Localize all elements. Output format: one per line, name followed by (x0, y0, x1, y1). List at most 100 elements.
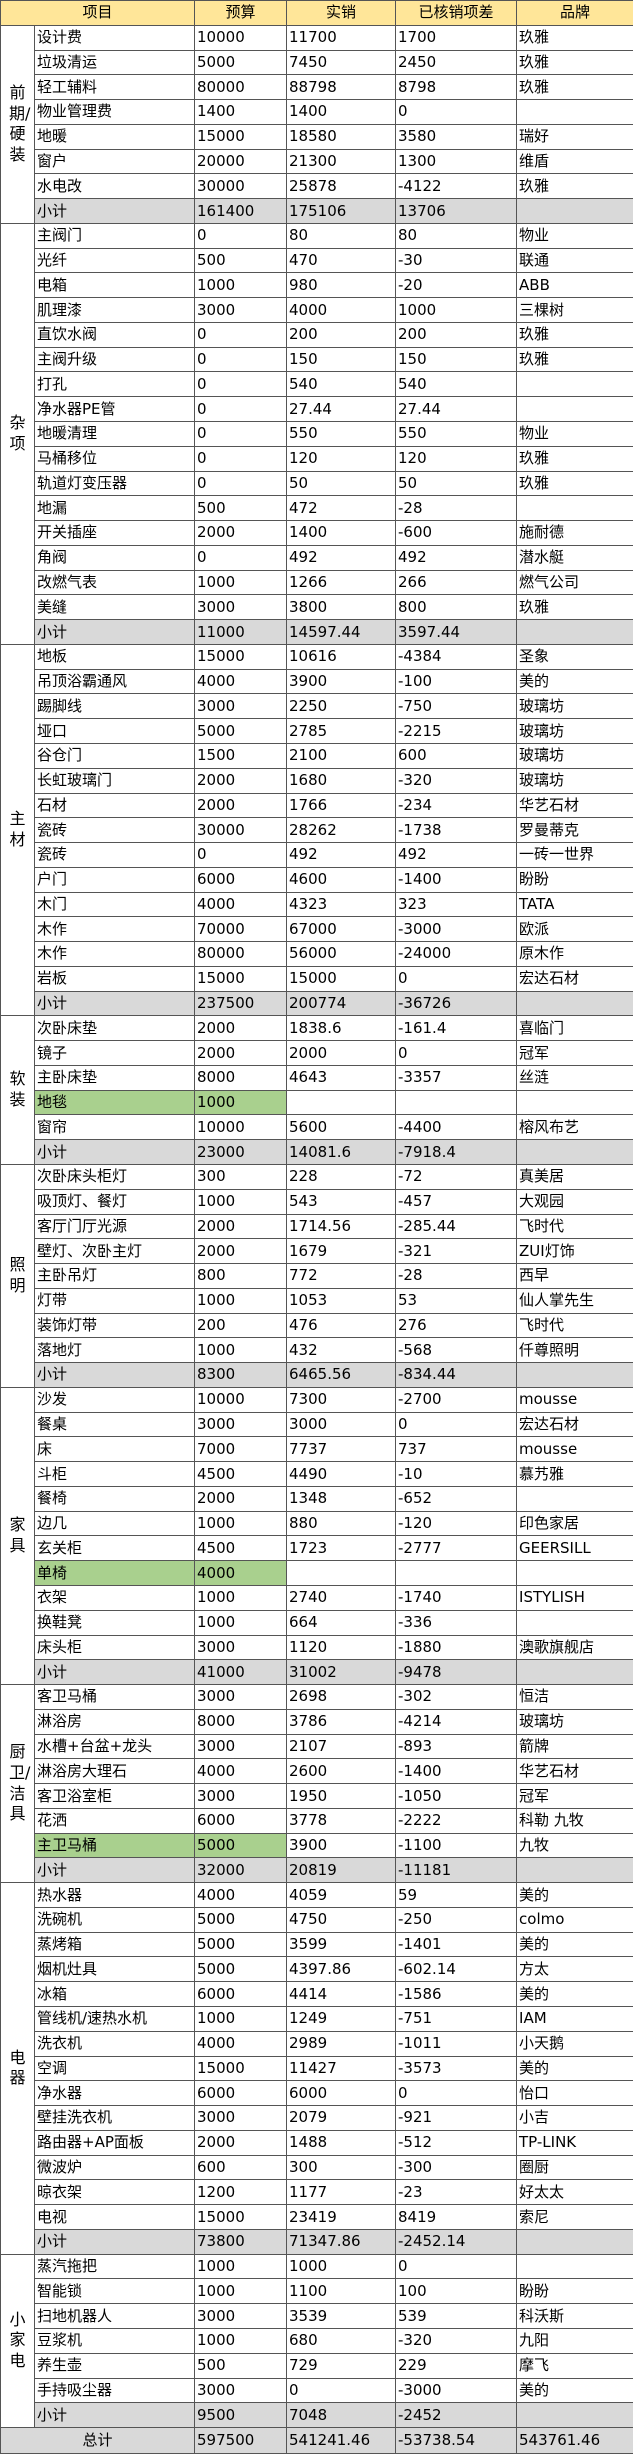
header-cell: 实销 (286, 0, 397, 26)
item-cell: 3000 (194, 1783, 288, 1809)
item-cell: -602.14 (395, 1956, 518, 1983)
item-name: 垭口 (33, 718, 196, 744)
subtotal-cell: -2452.14 (395, 2228, 518, 2255)
item-cell: -751 (395, 2006, 518, 2032)
item-row: 主卫马桶 5000 3900 -1100 九牧 (1, 1832, 633, 1859)
total-cell: 597500 (194, 2427, 288, 2454)
item-cell: 2100 (286, 742, 397, 769)
item-cell: 仙人掌先生 (516, 1287, 633, 1314)
item-cell: 6000 (194, 1981, 288, 2008)
item-row: 马桶移位 0 120 120 玖雅 (1, 445, 633, 472)
item-cell: 华艺石材 (516, 792, 633, 819)
empty-cell (286, 1560, 397, 1586)
item-row: 手持吸尘器 3000 0 -3000 美的 (1, 2377, 633, 2404)
total-cell: 541241.46 (286, 2427, 397, 2454)
item-cell: 4500 (194, 1461, 288, 1487)
item-name: 地毯 (33, 1089, 196, 1116)
item-cell: 5000 (194, 718, 288, 744)
item-row: 电器 热水器 4000 4059 59 美的 (0, 1882, 633, 2255)
item-cell: 200 (194, 1312, 288, 1339)
item-row: 踢脚线 3000 2250 -750 玻璃坊 (1, 693, 633, 720)
item-name: 开关插座 (33, 520, 196, 546)
item-cell: 欧派 (516, 916, 633, 943)
item-cell: 2000 (286, 1040, 397, 1066)
subtotal-cell: 小计 (33, 1857, 196, 1884)
empty-cell (516, 1560, 633, 1586)
item-row: 岩板 15000 15000 0 宏达石材 (1, 965, 633, 992)
item-cell: 1000 (194, 1337, 288, 1364)
item-name: 岩板 (33, 965, 196, 992)
item-cell: 5600 (286, 1114, 397, 1141)
subtotal-cell: 8300 (194, 1362, 288, 1388)
item-cell: 500 (194, 495, 288, 522)
item-cell: -320 (395, 2327, 518, 2354)
item-cell: 3000 (194, 2303, 288, 2329)
item-name: 灯带 (33, 1287, 196, 1314)
item-cell: 0 (395, 2080, 518, 2107)
item-row: 主阀升级 0 150 150 玖雅 (1, 346, 633, 373)
item-cell: -1401 (395, 1931, 518, 1958)
subtotal-cell: 7048 (286, 2402, 397, 2429)
item-cell: -457 (395, 1188, 518, 1215)
item-row: 地暖 15000 18580 3580 瑞好 (1, 123, 633, 150)
item-row: 洗碗机 5000 4750 -250 colmo (1, 1906, 633, 1933)
item-name: 蒸烤箱 (33, 1931, 196, 1958)
item-name: 蒸汽拖把 (33, 2253, 196, 2280)
item-name: 主卧吊灯 (33, 1263, 196, 1289)
item-cell: 28262 (286, 817, 397, 844)
item-cell: -2222 (395, 1807, 518, 1834)
item-cell: 7000 (194, 1436, 288, 1463)
item-cell: 15000 (194, 2204, 288, 2230)
item-cell: 6000 (194, 1807, 288, 1834)
item-cell: 4000 (194, 1882, 288, 1908)
item-cell: 323 (395, 891, 518, 918)
item-cell: 0 (395, 2253, 518, 2280)
item-cell: 玻璃坊 (516, 718, 633, 744)
item-row: 窗户 20000 21300 1300 维盾 (1, 148, 633, 175)
item-cell: 4000 (194, 2030, 288, 2057)
item-row: 杂项 主阀门 0 80 80 物业 (0, 222, 633, 645)
item-name: 地板 (33, 643, 196, 670)
item-name: 微波炉 (33, 2154, 196, 2181)
item-cell: -3357 (395, 1064, 518, 1091)
item-cell: 18580 (286, 123, 397, 150)
item-cell: -300 (395, 2154, 518, 2181)
item-cell: 980 (286, 272, 397, 299)
item-cell: -28 (395, 495, 518, 522)
item-cell: 500 (194, 2352, 288, 2379)
item-name: 空调 (33, 2055, 196, 2082)
item-cell: 500 (194, 247, 288, 274)
item-row: 衣架 1000 2740 -1740 ISTYLISH (1, 1585, 633, 1611)
item-cell: 3000 (194, 2105, 288, 2131)
item-cell: 300 (194, 1163, 288, 1190)
item-cell: 492 (286, 544, 397, 571)
item-cell: 2107 (286, 1733, 397, 1760)
item-name: 落地灯 (33, 1337, 196, 1364)
item-cell: 1400 (286, 520, 397, 546)
item-cell: -250 (395, 1906, 518, 1933)
empty-cell (516, 99, 633, 125)
item-row: 厨卫/洁具 客卫马桶 3000 2698 -302 恒洁 (0, 1684, 633, 1884)
subtotal-cell: -9478 (395, 1659, 518, 1686)
subtotal-cell: 小计 (33, 1659, 196, 1686)
item-cell: 266 (395, 569, 518, 596)
item-cell: -28 (395, 1263, 518, 1289)
item-cell: 10000 (194, 24, 288, 51)
item-name: 垃圾清运 (33, 49, 196, 76)
item-row: 家具 沙发 10000 7300 -2700 mousse (0, 1386, 633, 1686)
item-cell: 737 (395, 1436, 518, 1463)
item-row: 床头柜 3000 1120 -1880 澳歌旗舰店 (1, 1634, 633, 1661)
subtotal-cell: 13706 (395, 198, 518, 224)
item-row: 肌理漆 3000 4000 1000 三棵树 (1, 297, 633, 323)
total-cell: 总计 (0, 2427, 196, 2454)
subtotal-cell: 31002 (286, 1659, 397, 1686)
item-cell: 0 (194, 321, 288, 348)
item-cell: 0 (194, 421, 288, 447)
item-cell: -1738 (395, 817, 518, 844)
item-cell: 美的 (516, 1981, 633, 2008)
item-cell: 67000 (286, 916, 397, 943)
item-row: 镜子 2000 2000 0 冠军 (1, 1040, 633, 1066)
empty-cell (516, 2228, 633, 2255)
item-cell: 0 (286, 2377, 397, 2404)
item-name: 淋浴房 (33, 1708, 196, 1735)
